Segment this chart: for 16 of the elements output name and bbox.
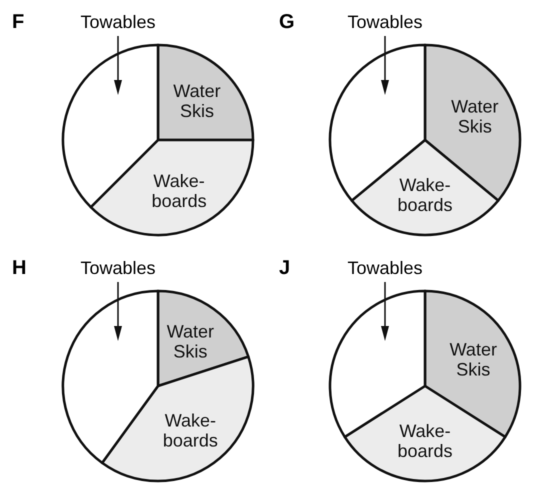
slice-label: Wake- boards — [397, 175, 453, 216]
chart-title: H — [12, 257, 26, 279]
chart-title: J — [279, 257, 290, 279]
slice-label: Towables — [80, 258, 156, 278]
slice-label: Water Skis — [450, 339, 497, 380]
slice-label: Wake- boards — [162, 410, 218, 451]
slice-label: Towables — [347, 258, 423, 278]
slice-label: Water Skis — [166, 321, 214, 362]
slice-label: Towables — [347, 12, 423, 32]
slice-label: Wake- boards — [152, 170, 207, 211]
slice-label: Water Skis — [173, 81, 221, 122]
slice-label: Towables — [80, 12, 156, 32]
slice-label: Wake- boards — [397, 421, 453, 462]
chart-title: G — [279, 11, 295, 33]
chart-title: F — [12, 11, 24, 33]
slice-label: Water Skis — [451, 96, 499, 137]
